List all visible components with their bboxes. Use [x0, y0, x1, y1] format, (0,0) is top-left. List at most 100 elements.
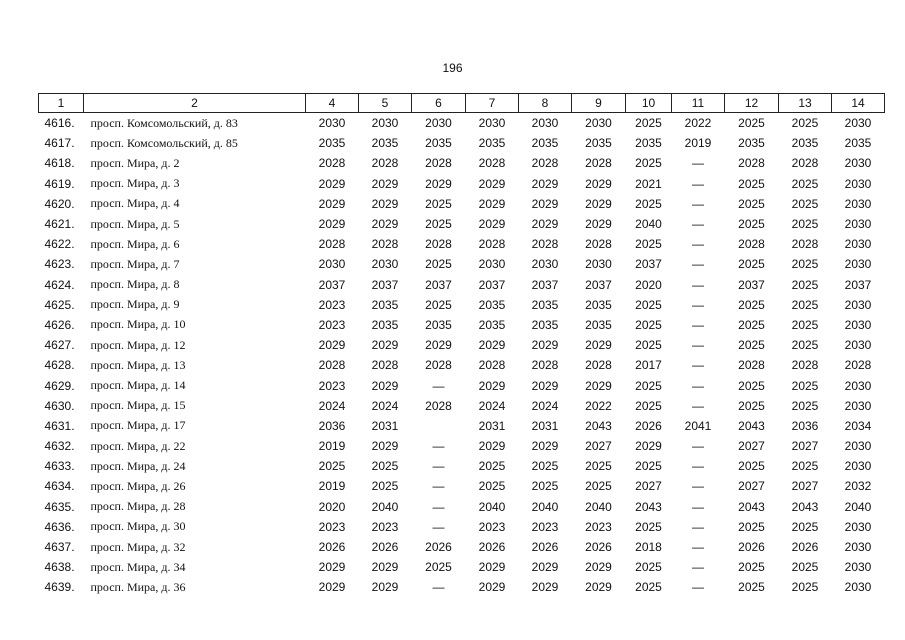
table-cell: 4627. [44, 338, 75, 353]
table-cell: 2034 [844, 418, 872, 433]
table-cell: 2027 [585, 439, 612, 454]
table-cell: — [692, 560, 704, 575]
table-cell: 2026 [738, 540, 765, 555]
table-cell: 2028 [844, 358, 872, 373]
table-cell: 2043 [635, 499, 662, 514]
table-cell: просп. Комсомольский, д. 83 [90, 115, 238, 130]
table-cell: — [692, 196, 704, 211]
table-cell: 4638. [44, 560, 75, 575]
table-cell: просп. Мира, д. 3 [90, 176, 180, 191]
table-cell: 2043 [585, 418, 612, 433]
table-cell: 2025 [738, 297, 765, 312]
table-row: 4632. просп. Мира, д. 22 2019 2029 — 2029 2029… [39, 436, 885, 456]
table-cell: 2040 [844, 499, 872, 514]
table-cell: 2025 [635, 519, 662, 534]
table-cell: 2037 [318, 277, 346, 292]
table-cell: 2025 [738, 338, 765, 353]
table-cell: 2029 [371, 217, 399, 232]
table-cell: 2029 [585, 176, 612, 191]
table-cell: 2031 [531, 418, 559, 433]
table-cell: 2035 [585, 297, 612, 312]
table-cell: 2028 [531, 156, 559, 171]
table-cell: 2019 [318, 479, 346, 494]
header-cell: 7 [465, 93, 519, 113]
table-cell: 2025 [635, 116, 662, 131]
table-cell: 2035 [371, 297, 399, 312]
table-cell: 2025 [635, 459, 662, 474]
table-cell: 2023 [531, 519, 559, 534]
table-cell: 2030 [844, 196, 872, 211]
table-cell: 2025 [738, 257, 765, 272]
table-cell: 4637. [44, 540, 75, 555]
table-cell [412, 416, 466, 436]
table-cell: 2025 [791, 580, 819, 595]
table-cell: 2029 [371, 196, 399, 211]
table-cell: 4623. [44, 257, 75, 272]
table-cell: 2025 [585, 459, 612, 474]
table-cell: 4618. [44, 156, 75, 171]
table-cell: 2028 [371, 358, 399, 373]
table-cell: 2029 [531, 196, 559, 211]
table-cell: 2035 [531, 136, 559, 151]
table-row: 4629. просп. Мира, д. 14 2023 2029 — 2029 2029… [39, 375, 885, 395]
table-cell: 2035 [844, 136, 872, 151]
table-cell: 2040 [585, 499, 612, 514]
table-cell: 4639. [44, 580, 75, 595]
table-cell: 2025 [318, 459, 346, 474]
table-cell: — [692, 439, 704, 454]
table-cell: 2030 [844, 116, 872, 131]
table-cell: 2025 [635, 237, 662, 252]
table-cell: — [692, 499, 704, 514]
table-cell: 2030 [318, 257, 346, 272]
table-cell: 2030 [844, 519, 872, 534]
table-cell: 2028 [371, 237, 399, 252]
table-cell: 2023 [371, 519, 399, 534]
table-cell: 2030 [531, 116, 559, 131]
table-cell: 2030 [844, 378, 872, 393]
table-cell: 2029 [531, 560, 559, 575]
table-cell: 4617. [44, 136, 75, 151]
table-cell: 2022 [585, 398, 612, 413]
table-cell: 2030 [844, 398, 872, 413]
table-cell: 2028 [318, 156, 346, 171]
table-cell: — [432, 439, 445, 454]
table-cell: 2028 [791, 237, 819, 252]
table-cell: 2035 [478, 136, 506, 151]
table-cell: 2029 [585, 378, 612, 393]
table-cell: 2029 [531, 338, 559, 353]
table-cell: 2025 [635, 317, 662, 332]
table-cell: 2025 [791, 560, 819, 575]
table-cell: 2025 [738, 378, 765, 393]
table-cell: 2031 [478, 418, 506, 433]
table-cell: — [692, 297, 704, 312]
table-cell: 2030 [844, 156, 872, 171]
table-cell: 2020 [635, 277, 662, 292]
page-number: 196 [442, 61, 463, 75]
table-cell: 2023 [585, 519, 612, 534]
table-cell: 2029 [585, 560, 612, 575]
table-row: 4638. просп. Мира, д. 34 2029 2029 2025 2029 2… [39, 557, 885, 577]
header-cell: 11 [671, 93, 725, 113]
table-cell: 2029 [585, 338, 612, 353]
table-cell: просп. Мира, д. 2 [90, 155, 180, 170]
table-cell: 2029 [585, 196, 612, 211]
table-cell: 2028 [425, 358, 452, 373]
table-cell: 2035 [478, 297, 506, 312]
table-row: 4626. просп. Мира, д. 10 2023 2035 2035 2035 2… [39, 315, 885, 335]
table-cell: 2032 [844, 479, 872, 494]
table-cell: 2029 [371, 560, 399, 575]
table-cell: 2025 [635, 580, 662, 595]
table-cell: 2025 [791, 257, 819, 272]
header-cell: 5 [358, 93, 412, 113]
table-cell: 2025 [635, 338, 662, 353]
table-cell: 2030 [371, 257, 399, 272]
table-cell: 2037 [425, 277, 452, 292]
table-cell: просп. Мира, д. 34 [90, 559, 186, 574]
table-cell: 4621. [44, 217, 75, 232]
table-cell: 2029 [585, 580, 612, 595]
table-cell: 2025 [791, 459, 819, 474]
table-cell: 4636. [44, 519, 75, 534]
table-cell: 2024 [371, 398, 399, 413]
table-cell: 2040 [531, 499, 559, 514]
table-cell: 2025 [791, 338, 819, 353]
